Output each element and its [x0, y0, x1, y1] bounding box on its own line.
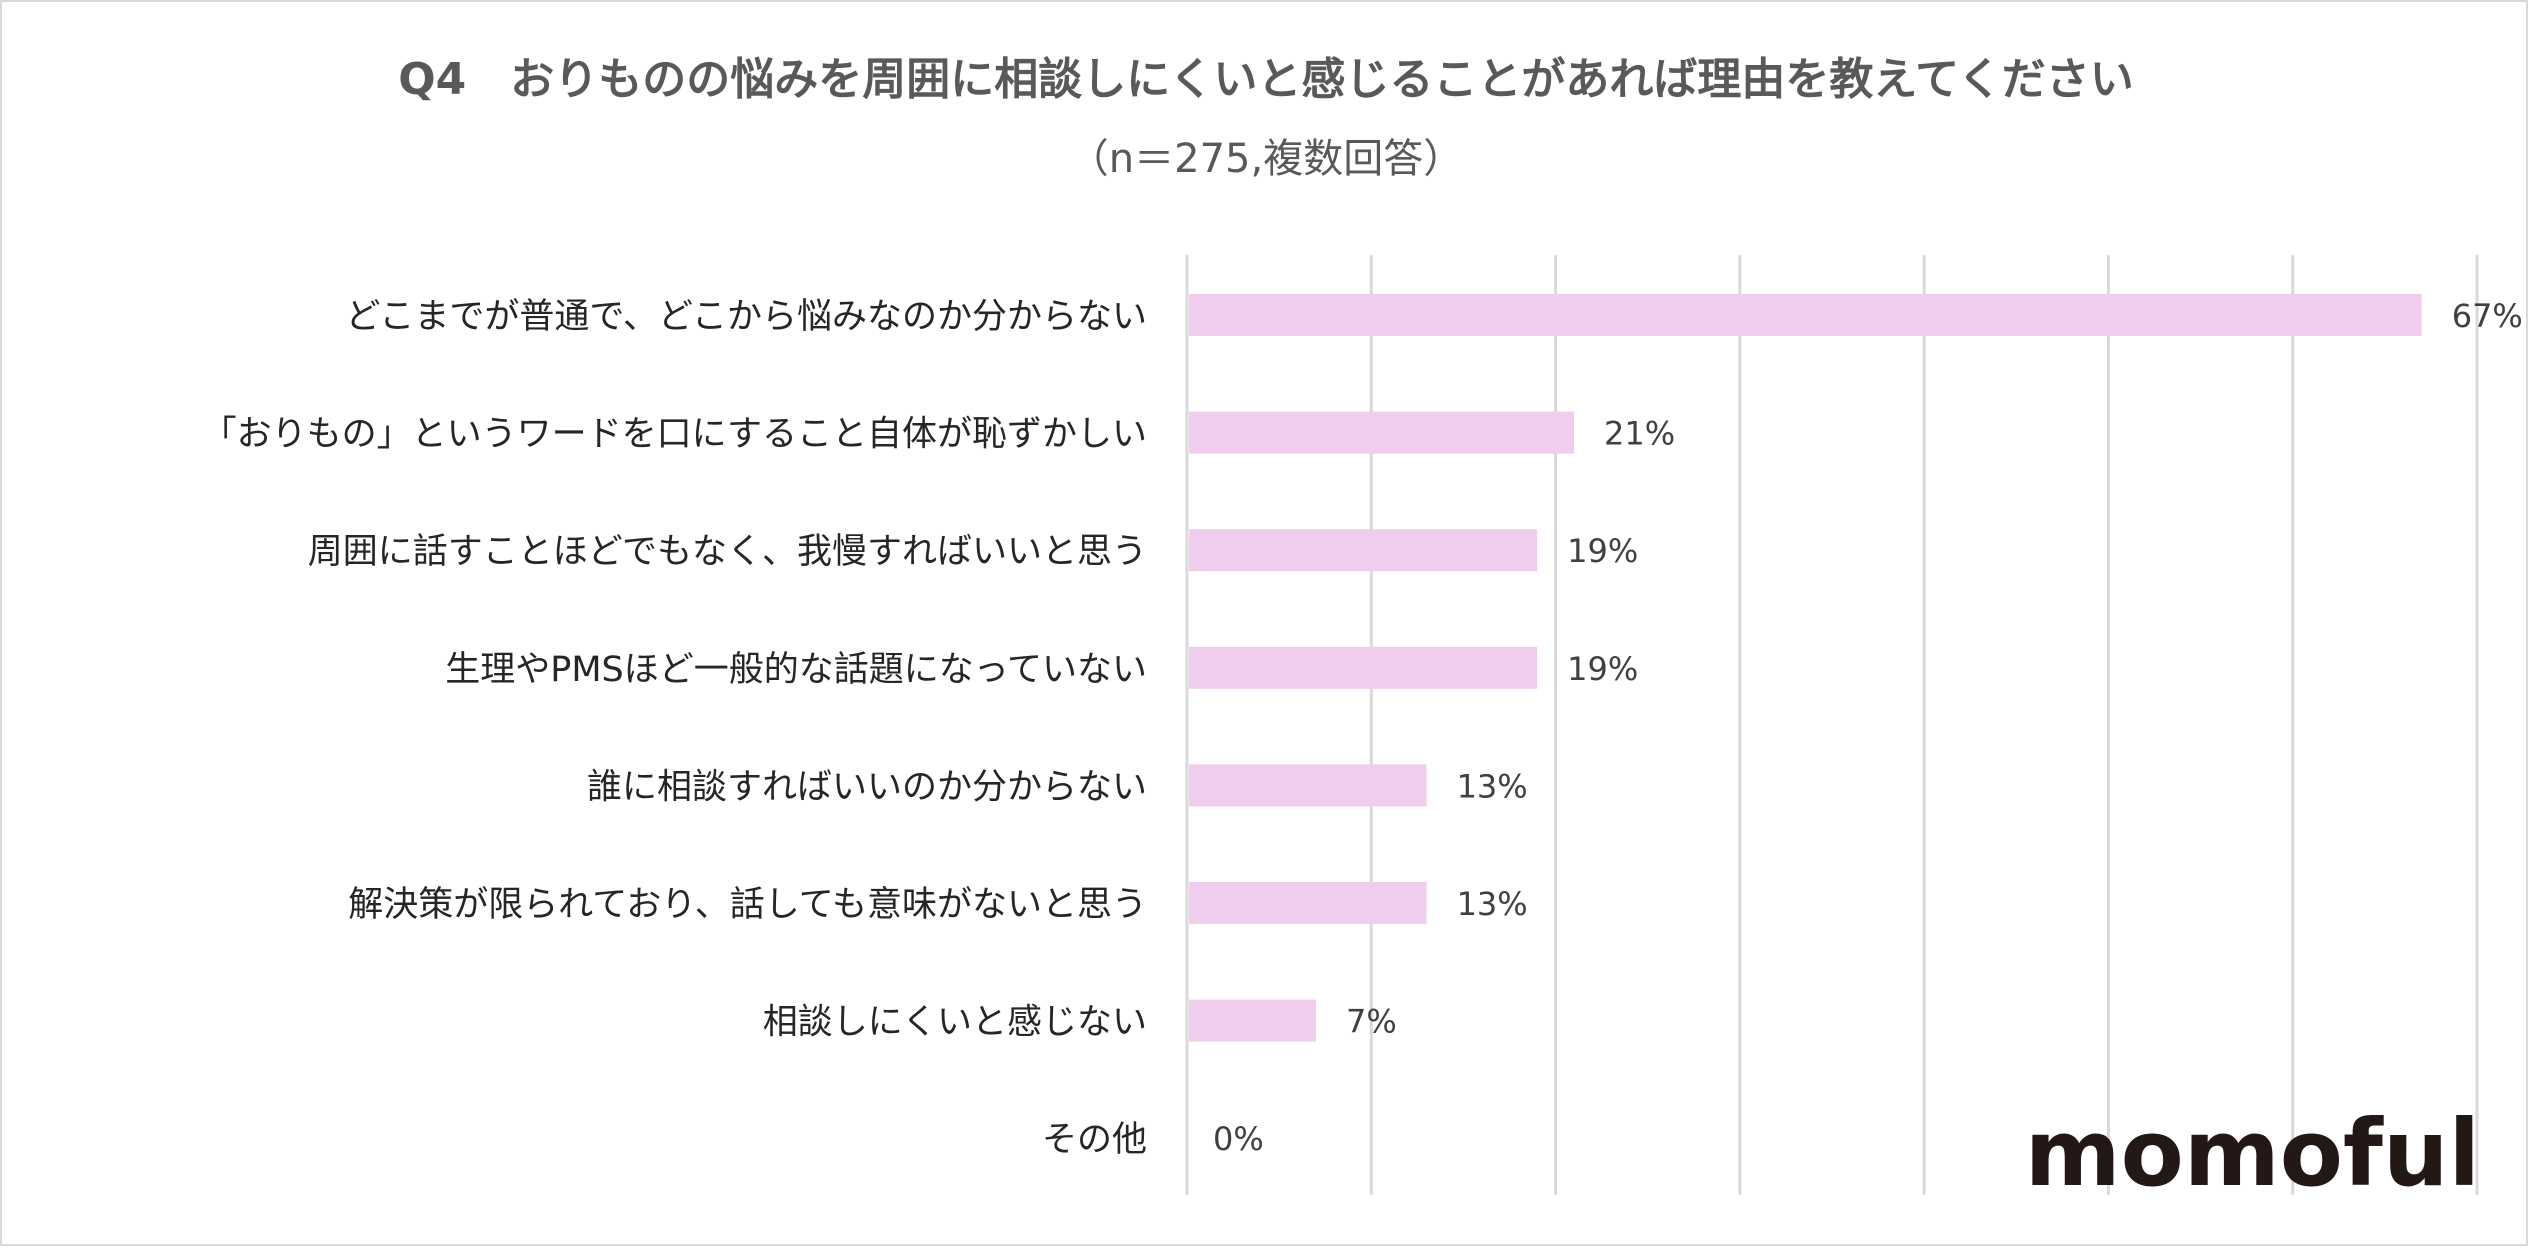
category-label: 誰に相談すればいいのか分からない: [587, 767, 1147, 807]
bar-row: 周囲に話すことほどでもなく、我慢すればいいと思う 19%: [308, 529, 1638, 572]
bar-row: 生理やPMSほど一般的な話題になっていない 19%: [445, 646, 1638, 690]
bars: どこまでが普通で、どこから悩みなのか分からない 67% 「おりもの」というワードを口…: [202, 294, 2523, 1160]
bar: [1189, 999, 1316, 1042]
category-label: 生理やPMSほど一般的な話題になっていない: [445, 650, 1147, 690]
data-label: 7%: [1346, 1003, 1397, 1041]
category-label: 解決策が限られており、話しても意味がないと思う: [348, 885, 1147, 925]
chart-subtitle: （n＝275,複数回答）: [1069, 136, 1463, 182]
category-label: 相談しにくいと感じない: [763, 1003, 1147, 1043]
bar-row: 「おりもの」というワードを口にすること自体が恥ずかしい 21%: [202, 411, 1675, 455]
category-label: 周囲に話すことほどでもなく、我慢すればいいと思う: [308, 532, 1147, 572]
data-label: 19%: [1567, 532, 1638, 570]
data-label: 21%: [1604, 415, 1675, 453]
logo: momoful: [2025, 1100, 2480, 1207]
data-label: 13%: [1457, 885, 1528, 923]
bar: [1189, 764, 1427, 807]
bar-row: 相談しにくいと感じない 7%: [763, 999, 1397, 1043]
category-label: 「おりもの」というワードを口にすること自体が恥ずかしい: [202, 415, 1147, 455]
bar: [1189, 882, 1427, 924]
data-label: 67%: [2452, 297, 2523, 335]
bar: [1189, 529, 1538, 572]
bar-row: どこまでが普通で、どこから悩みなのか分からない 67%: [345, 294, 2523, 337]
category-label: どこまでが普通で、どこから悩みなのか分からない: [345, 297, 1147, 337]
bar: [1189, 411, 1574, 454]
bar-row: その他 0%: [1042, 1120, 1264, 1160]
bar: [1189, 294, 2422, 336]
category-label: その他: [1042, 1120, 1147, 1160]
gridlines: [1185, 255, 2479, 1195]
chart-title: Q4 おりものの悩みを周囲に相談しにくいと感じることがあれば理由を教えてください: [398, 54, 2134, 105]
bar: [1189, 646, 1538, 689]
data-label: 19%: [1567, 650, 1638, 688]
data-label: 13%: [1457, 767, 1528, 805]
bar-row: 誰に相談すればいいのか分からない 13%: [587, 764, 1528, 807]
data-label: 0%: [1213, 1120, 1264, 1158]
bar-row: 解決策が限られており、話しても意味がないと思う 13%: [348, 882, 1528, 925]
